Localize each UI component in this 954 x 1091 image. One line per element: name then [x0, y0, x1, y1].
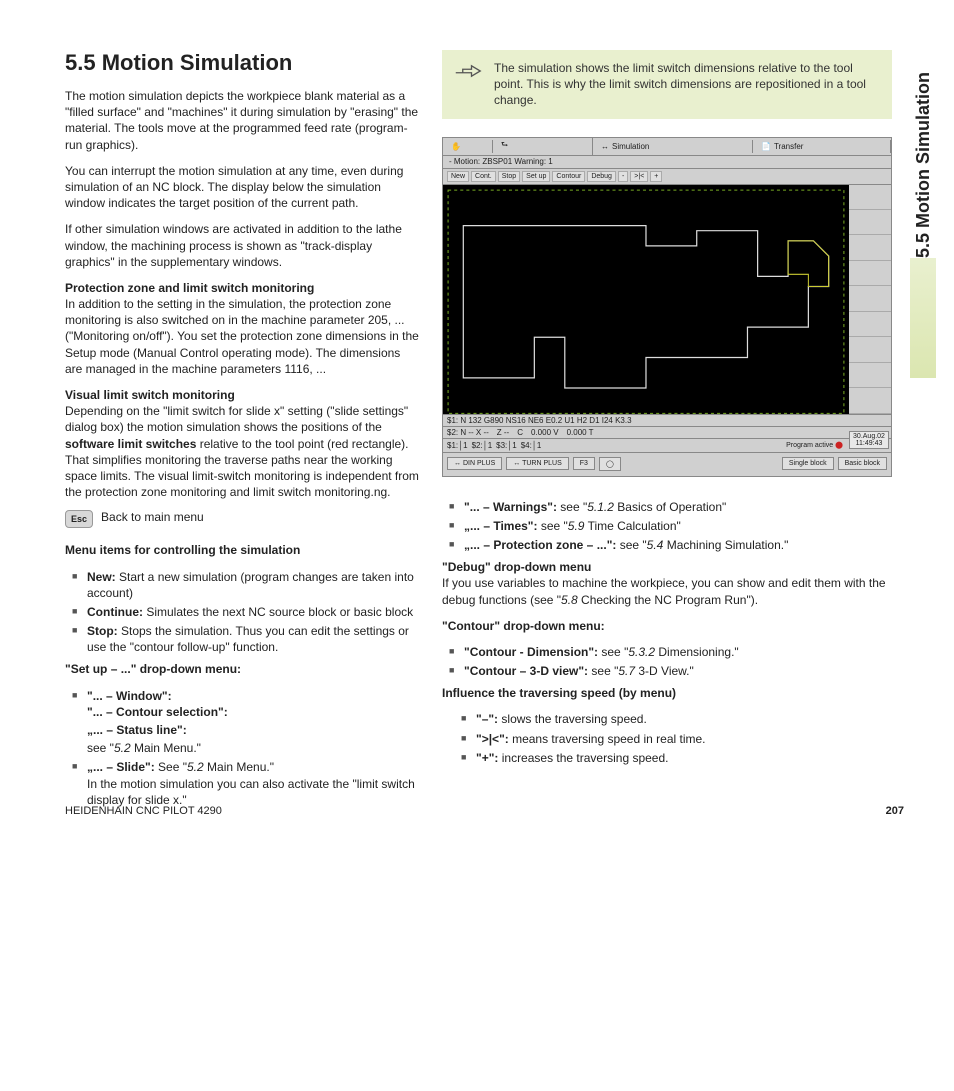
- side-tab-stripe: [910, 258, 936, 378]
- tb-contour: Contour: [552, 171, 585, 182]
- contour-list: "Contour - Dimension": see "5.3.2 Dimens…: [442, 644, 892, 679]
- speed-list: "–": slows the traversing speed. ">|<": …: [442, 711, 892, 766]
- tb-plus: +: [650, 171, 662, 182]
- li-minus: "–": slows the traversing speed.: [476, 711, 892, 727]
- btn-circle: ◯: [599, 457, 621, 471]
- p5a: Depending on the "limit switch for slide…: [65, 404, 408, 434]
- li-protection: „... – Protection zone – ...": see "5.4 …: [464, 537, 892, 553]
- p-protection: In addition to the setting in the simula…: [65, 297, 419, 376]
- footer: HEIDENHAIN CNC PILOT 4290 207: [65, 805, 904, 817]
- side-tab: 5.5 Motion Simulation: [910, 50, 936, 378]
- h-influence: Influence the traversing speed (by menu): [442, 685, 892, 701]
- tb-setup: Set up: [522, 171, 550, 182]
- tab-blank1: ⮑: [493, 137, 593, 155]
- esc-text: Back to main menu: [101, 510, 204, 524]
- tb-debug: Debug: [587, 171, 616, 182]
- right-column: The simulation shows the limit switch di…: [442, 50, 892, 811]
- h-setup: "Set up – ..." drop-down menu:: [65, 661, 420, 677]
- tb-stop: Stop: [498, 171, 520, 182]
- side-tab-text: 5.5 Motion Simulation: [913, 68, 934, 258]
- hand-icon: ✋: [443, 140, 493, 153]
- h-menu-items: Menu items for controlling the simulatio…: [65, 542, 420, 558]
- hand-point-icon: [454, 60, 482, 109]
- tb-minus: -: [618, 171, 628, 182]
- sim-top-tabs: ✋ ⮑ ↔ Simulation 📄 Transfer: [443, 138, 891, 156]
- tb-cont: Cont.: [471, 171, 496, 182]
- sim-toolbar: New Cont. Stop Set up Contour Debug - >|…: [443, 169, 891, 185]
- h-contour: "Contour" drop-down menu:: [442, 618, 892, 634]
- li-times: „... – Times": see "5.9 Time Calculation…: [464, 518, 892, 534]
- section-visual: Visual limit switch monitoring Depending…: [65, 387, 420, 500]
- btn-f3: F3: [573, 457, 595, 470]
- esc-key-icon: Esc: [65, 510, 93, 528]
- btn-turnplus: ↔ TURN PLUS: [506, 457, 569, 470]
- tab-simulation: ↔ Simulation: [593, 140, 753, 153]
- left-column: 5.5 Motion Simulation The motion simulat…: [65, 50, 420, 811]
- intro-p2: You can interrupt the motion simulation …: [65, 163, 420, 212]
- li-contour-3d: "Contour – 3-D view": see "5.7 3-D View.…: [464, 663, 892, 679]
- li-window: "... – Window": "... – Contour selection…: [87, 688, 420, 757]
- h-visual: Visual limit switch monitoring: [65, 388, 235, 402]
- sim-date: 30.Aug.02 11:49:43: [849, 431, 889, 449]
- section-protection: Protection zone and limit switch monitor…: [65, 280, 420, 377]
- btn-basic: Basic block: [838, 457, 887, 470]
- li-stop: Stop: Stops the simulation. Thus you can…: [87, 623, 420, 655]
- setup-list: "... – Window": "... – Contour selection…: [65, 688, 420, 808]
- intro-p3: If other simulation windows are activate…: [65, 221, 420, 270]
- sim-canvas: [443, 185, 849, 414]
- intro-p1: The motion simulation depicts the workpi…: [65, 88, 420, 153]
- menu-list: New: Start a new simulation (program cha…: [65, 569, 420, 656]
- sim-status3: $1:│1 $2:│1 $3:│1 $4:│1 Program active ⬤: [443, 439, 891, 453]
- sim-subline: - Motion: ZBSP01 Warning: 1: [443, 156, 891, 169]
- page-title: 5.5 Motion Simulation: [65, 50, 420, 76]
- h-protection: Protection zone and limit switch monitor…: [65, 281, 314, 295]
- esc-row: Esc Back to main menu: [65, 510, 420, 528]
- li-new: New: Start a new simulation (program cha…: [87, 569, 420, 601]
- prog-active: Program active ⬤: [786, 441, 843, 449]
- li-plus: "+": increases the traversing speed.: [476, 750, 892, 766]
- footer-page: 207: [886, 805, 904, 817]
- sim-status2: $2: N -- X -- Z -- C 0.000 V 0.000 T: [443, 427, 891, 439]
- li-continue: Continue: Simulates the next NC source b…: [87, 604, 420, 620]
- sim-right-strip: [849, 185, 891, 414]
- li-real: ">|<": means traversing speed in real ti…: [476, 731, 892, 747]
- li-slide: „... – Slide": See "5.2 Main Menu." In t…: [87, 759, 420, 808]
- p5b: software limit switches: [65, 437, 196, 451]
- note-text: The simulation shows the limit switch di…: [494, 60, 880, 109]
- btn-dinplus: ↔ DIN PLUS: [447, 457, 502, 470]
- tab-transfer: 📄 Transfer: [753, 140, 891, 153]
- note-box: The simulation shows the limit switch di…: [442, 50, 892, 119]
- footer-left: HEIDENHAIN CNC PILOT 4290: [65, 805, 222, 817]
- li-contour-dim: "Contour - Dimension": see "5.3.2 Dimens…: [464, 644, 892, 660]
- tb-new: New: [447, 171, 469, 182]
- section-debug: "Debug" drop-down menu If you use variab…: [442, 559, 892, 608]
- right-list1: "... – Warnings": see "5.1.2 Basics of O…: [442, 499, 892, 554]
- sim-bottom-buttons: ↔ DIN PLUS ↔ TURN PLUS F3 ◯ Single block…: [443, 453, 891, 475]
- btn-single: Single block: [782, 457, 834, 470]
- tb-real: >|<: [630, 171, 648, 182]
- simulation-screenshot: ✋ ⮑ ↔ Simulation 📄 Transfer - Motion: ZB…: [442, 137, 892, 477]
- li-warnings: "... – Warnings": see "5.1.2 Basics of O…: [464, 499, 892, 515]
